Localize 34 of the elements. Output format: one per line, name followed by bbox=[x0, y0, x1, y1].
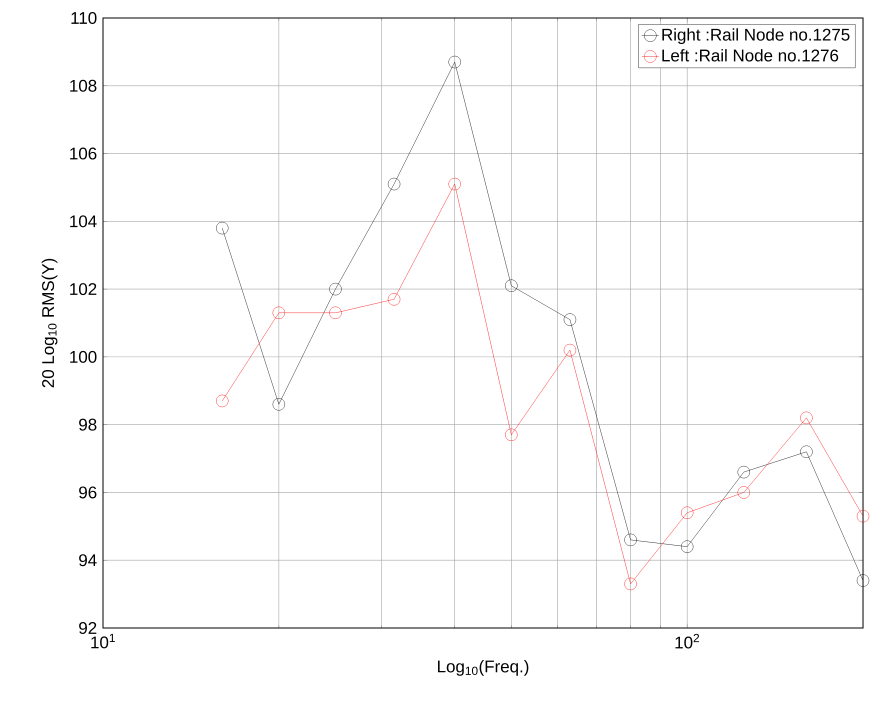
point bbox=[388, 178, 400, 190]
point bbox=[505, 280, 518, 292]
point bbox=[329, 282, 342, 296]
point bbox=[856, 574, 870, 587]
point bbox=[448, 56, 461, 68]
legend-label: Left :Rail Node no.1276 bbox=[662, 49, 838, 62]
point bbox=[680, 540, 694, 553]
y-tick-label: 108 bbox=[70, 80, 96, 92]
point bbox=[564, 313, 576, 326]
x-tick-label: 10$^{2}$ bbox=[676, 634, 700, 649]
y-tick-label: 100 bbox=[70, 350, 97, 363]
y-tick-label: 98 bbox=[79, 418, 96, 431]
point bbox=[329, 306, 342, 320]
point bbox=[272, 306, 286, 320]
y-tick-label: 102 bbox=[70, 283, 96, 296]
x-axis-title: Log$_{10}$(Freq.) bbox=[438, 660, 528, 676]
point bbox=[505, 428, 518, 442]
point bbox=[388, 293, 400, 306]
y-tick-label: 110 bbox=[71, 12, 97, 24]
point bbox=[680, 506, 694, 519]
point bbox=[272, 398, 286, 411]
legend-label: Right :Rail Node no.1275 bbox=[662, 28, 850, 44]
y-tick-label: 96 bbox=[79, 486, 96, 498]
point bbox=[624, 534, 637, 546]
y-axis-title: 20 Log$_{10}$ RMS(Y) bbox=[42, 258, 58, 388]
point bbox=[856, 510, 870, 522]
y-tick-label: 106 bbox=[70, 148, 96, 160]
y-tick-label: 94 bbox=[79, 554, 97, 566]
x-tick-label: 10$^{1}$ bbox=[91, 634, 115, 648]
y-tick-label: 92 bbox=[79, 622, 96, 634]
point bbox=[448, 178, 461, 190]
y-tick-label: 104 bbox=[70, 215, 97, 228]
point bbox=[564, 344, 576, 356]
point bbox=[624, 578, 637, 590]
